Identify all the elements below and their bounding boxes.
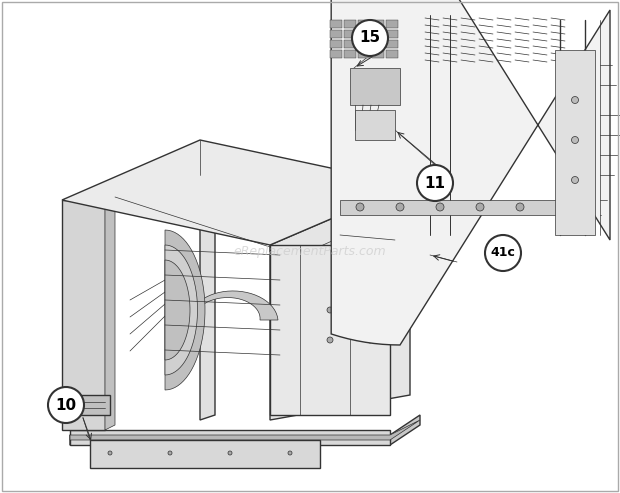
Polygon shape xyxy=(270,185,410,420)
Polygon shape xyxy=(372,50,384,58)
Polygon shape xyxy=(344,40,356,48)
Polygon shape xyxy=(165,260,190,360)
Polygon shape xyxy=(386,30,398,38)
Text: eReplacementParts.com: eReplacementParts.com xyxy=(234,245,386,258)
Circle shape xyxy=(516,203,524,211)
Polygon shape xyxy=(105,195,115,430)
Circle shape xyxy=(327,307,333,313)
Polygon shape xyxy=(70,415,420,445)
Circle shape xyxy=(288,451,292,455)
Polygon shape xyxy=(330,30,342,38)
Polygon shape xyxy=(165,245,198,375)
Polygon shape xyxy=(165,230,205,390)
Text: 41c: 41c xyxy=(490,246,515,259)
Polygon shape xyxy=(191,291,278,320)
Polygon shape xyxy=(555,50,595,235)
Polygon shape xyxy=(70,395,110,415)
Polygon shape xyxy=(270,245,390,415)
Polygon shape xyxy=(331,0,610,345)
Polygon shape xyxy=(70,420,420,440)
Circle shape xyxy=(572,97,578,104)
Circle shape xyxy=(327,337,333,343)
Polygon shape xyxy=(358,40,370,48)
Circle shape xyxy=(572,137,578,143)
Circle shape xyxy=(436,203,444,211)
Polygon shape xyxy=(386,50,398,58)
Polygon shape xyxy=(358,50,370,58)
Circle shape xyxy=(476,203,484,211)
Circle shape xyxy=(356,203,364,211)
Polygon shape xyxy=(358,20,370,28)
Polygon shape xyxy=(386,20,398,28)
Text: 11: 11 xyxy=(425,176,446,190)
Circle shape xyxy=(228,451,232,455)
Polygon shape xyxy=(344,30,356,38)
Circle shape xyxy=(108,451,112,455)
Polygon shape xyxy=(62,140,410,245)
Circle shape xyxy=(417,165,453,201)
Polygon shape xyxy=(372,40,384,48)
Polygon shape xyxy=(344,50,356,58)
Polygon shape xyxy=(330,50,342,58)
Circle shape xyxy=(48,387,84,423)
Circle shape xyxy=(396,203,404,211)
Polygon shape xyxy=(330,20,342,28)
Polygon shape xyxy=(330,40,342,48)
Circle shape xyxy=(572,176,578,183)
Text: 15: 15 xyxy=(360,31,381,45)
Polygon shape xyxy=(340,200,590,215)
Polygon shape xyxy=(90,440,320,468)
Polygon shape xyxy=(62,200,105,430)
Polygon shape xyxy=(200,175,215,420)
Circle shape xyxy=(168,451,172,455)
Polygon shape xyxy=(358,30,370,38)
Circle shape xyxy=(485,235,521,271)
Polygon shape xyxy=(355,110,395,140)
Polygon shape xyxy=(386,40,398,48)
Polygon shape xyxy=(372,20,384,28)
Circle shape xyxy=(367,337,373,343)
Circle shape xyxy=(352,20,388,56)
Polygon shape xyxy=(344,20,356,28)
Polygon shape xyxy=(372,30,384,38)
Polygon shape xyxy=(350,68,400,105)
Text: 10: 10 xyxy=(55,397,76,413)
Circle shape xyxy=(367,307,373,313)
Polygon shape xyxy=(70,430,390,445)
